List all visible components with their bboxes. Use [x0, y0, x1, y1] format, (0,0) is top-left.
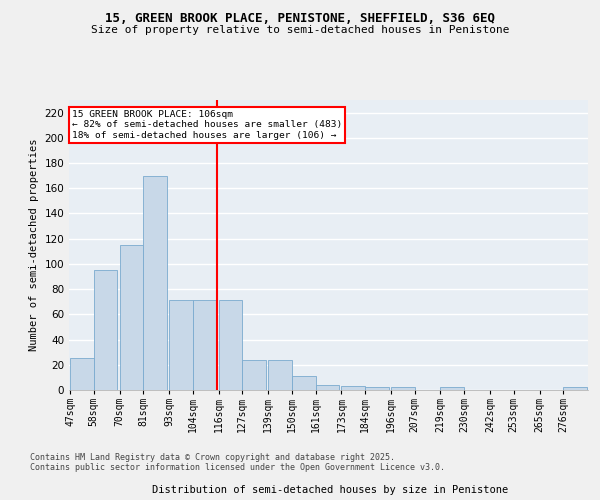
Bar: [563, 388, 587, 390]
Bar: [268, 360, 292, 390]
Text: 15, GREEN BROOK PLACE, PENISTONE, SHEFFIELD, S36 6EQ: 15, GREEN BROOK PLACE, PENISTONE, SHEFFI…: [105, 12, 495, 26]
Bar: [193, 300, 217, 390]
Bar: [143, 176, 167, 390]
Text: Distribution of semi-detached houses by size in Penistone: Distribution of semi-detached houses by …: [152, 485, 508, 495]
Bar: [391, 388, 415, 390]
Text: 15 GREEN BROOK PLACE: 106sqm
← 82% of semi-detached houses are smaller (483)
18%: 15 GREEN BROOK PLACE: 106sqm ← 82% of se…: [72, 110, 343, 140]
Bar: [341, 386, 365, 390]
Bar: [292, 376, 316, 390]
Bar: [365, 388, 389, 390]
Y-axis label: Number of semi-detached properties: Number of semi-detached properties: [29, 138, 39, 352]
Text: Contains public sector information licensed under the Open Government Licence v3: Contains public sector information licen…: [30, 464, 445, 472]
Text: Contains HM Land Registry data © Crown copyright and database right 2025.: Contains HM Land Registry data © Crown c…: [30, 454, 395, 462]
Bar: [94, 270, 118, 390]
Bar: [119, 245, 143, 390]
Bar: [242, 360, 266, 390]
Text: Size of property relative to semi-detached houses in Penistone: Size of property relative to semi-detach…: [91, 25, 509, 35]
Bar: [440, 388, 464, 390]
Bar: [70, 358, 94, 390]
Bar: [169, 300, 193, 390]
Bar: [316, 385, 339, 390]
Bar: [218, 300, 242, 390]
